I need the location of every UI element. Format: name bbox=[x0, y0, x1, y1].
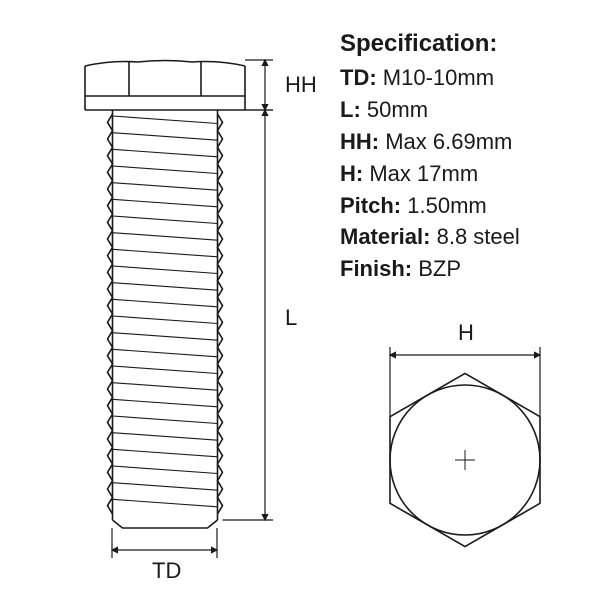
spec-row: Pitch: 1.50mm bbox=[340, 190, 580, 222]
spec-key: L: bbox=[340, 97, 361, 122]
spec-value: M10-10mm bbox=[383, 65, 494, 90]
svg-text:L: L bbox=[285, 305, 297, 330]
page-root: HH L TD Specification: TD: M10-10mm L: 50m… bbox=[0, 0, 600, 600]
spec-key: TD: bbox=[340, 65, 377, 90]
svg-text:TD: TD bbox=[152, 558, 181, 583]
spec-value: 1.50mm bbox=[407, 193, 486, 218]
bolt-side-view: HHLTD bbox=[40, 30, 320, 570]
spec-row: H: Max 17mm bbox=[340, 158, 580, 190]
svg-text:H: H bbox=[458, 320, 474, 345]
spec-value: 50mm bbox=[367, 97, 428, 122]
svg-text:HH: HH bbox=[285, 72, 317, 97]
hex-svg: H bbox=[360, 300, 570, 560]
spec-value: 8.8 steel bbox=[437, 224, 520, 249]
spec-value: Max 6.69mm bbox=[385, 129, 512, 154]
spec-row: TD: M10-10mm bbox=[340, 62, 580, 94]
spec-row: Finish: BZP bbox=[340, 253, 580, 285]
bolt-svg: HH L TD bbox=[40, 30, 340, 590]
specification-block: Specification: TD: M10-10mm L: 50mm HH: … bbox=[340, 30, 580, 285]
spec-row: Material: 8.8 steel bbox=[340, 221, 580, 253]
bolt-top-view: H bbox=[360, 300, 570, 560]
spec-key: H: bbox=[340, 161, 363, 186]
spec-key: HH: bbox=[340, 129, 379, 154]
spec-key: Material: bbox=[340, 224, 430, 249]
specification-title: Specification: bbox=[340, 30, 580, 58]
spec-value: Max 17mm bbox=[369, 161, 478, 186]
spec-row: HH: Max 6.69mm bbox=[340, 126, 580, 158]
spec-key: Finish: bbox=[340, 256, 412, 281]
spec-key: Pitch: bbox=[340, 193, 401, 218]
spec-row: L: 50mm bbox=[340, 94, 580, 126]
spec-value: BZP bbox=[418, 256, 461, 281]
